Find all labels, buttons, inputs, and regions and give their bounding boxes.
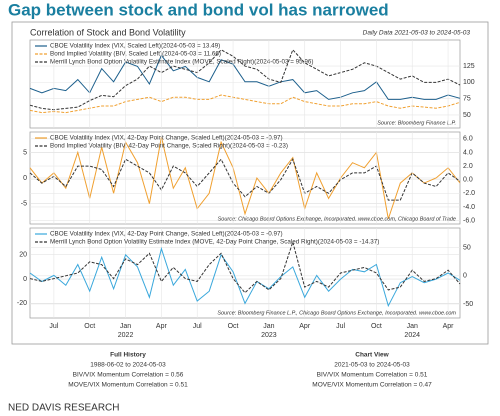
legend-label: CBOE Volatility Index (VIX, Scaled Left)… xyxy=(50,43,220,50)
panel-frame xyxy=(29,39,461,129)
source-note: Source: Bloomberg Finance L.P. xyxy=(377,120,456,126)
brand: NED DAVIS RESEARCH xyxy=(8,403,120,414)
y2-tick-label: 50 xyxy=(463,112,471,119)
page-title: Gap between stock and bond vol has narro… xyxy=(8,0,389,19)
footer: Full History 1988-06-02 to 2024-05-03 BIV/… xyxy=(68,352,432,389)
x-tick-label: Jan xyxy=(263,323,274,330)
y2-tick-label: 2.0 xyxy=(463,163,473,170)
date-range: Daily Data 2021-05-03 to 2024-05-03 xyxy=(363,30,471,37)
footer-text: MOVE/VIX Momentum Correlation = 0.47 xyxy=(312,382,432,389)
x-tick-label: Jan xyxy=(407,323,418,330)
y2-tick-label: -2.0 xyxy=(463,190,475,197)
series-line xyxy=(29,240,461,294)
y2-tick-label: -6.0 xyxy=(463,217,475,224)
y-tick-label: 0 xyxy=(23,175,27,182)
series-line xyxy=(29,94,461,114)
y-tick-label: 0 xyxy=(23,276,27,283)
x-tick-label: Jan xyxy=(120,323,131,330)
y2-tick-label: 50 xyxy=(463,245,471,252)
x-tick-label: Jul xyxy=(336,323,345,330)
footer-text: BIV/VIX Momentum Correlation = 0.51 xyxy=(317,372,428,379)
y2-tick-label: 75 xyxy=(463,96,471,103)
chart-subtitle: Correlation of Stock and Bond Volatility xyxy=(30,27,186,37)
y2-tick-label: 6.0 xyxy=(463,136,473,143)
y-tick-label: -5 xyxy=(21,200,27,207)
series-line xyxy=(29,246,461,308)
x-tick-label: Jul xyxy=(193,323,202,330)
legend-label: Bond Implied Volatility (BIV, 42-Day Poi… xyxy=(50,143,288,150)
x-year-label: 2023 xyxy=(261,332,277,339)
x-year-label: 2022 xyxy=(118,332,134,339)
legend-label: Merrill Lynch Bond Option Volatility Est… xyxy=(50,239,379,246)
y2-tick-label: 0 xyxy=(463,273,467,280)
footer-text: 1988-06-02 to 2024-05-03 xyxy=(90,362,166,369)
footer-text: Chart View xyxy=(355,352,389,359)
legend-label: CBOE Volatility Index (VIX, 42-Day Point… xyxy=(50,135,283,142)
legend-label: Bond Implied Volatility (BIV, Scaled Lef… xyxy=(50,51,221,58)
series-line xyxy=(29,48,461,111)
y-tick-label: 5 xyxy=(23,149,27,156)
footer-text: 2021-05-03 to 2024-05-03 xyxy=(334,362,410,369)
x-tick-label: Apr xyxy=(156,323,168,330)
x-tick-label: Oct xyxy=(371,323,382,330)
footer-text: MOVE/VIX Momentum Correlation = 0.51 xyxy=(68,382,188,389)
source-note: Source: Bloomberg Finance L.P., Chicago … xyxy=(217,310,456,316)
chart-frame xyxy=(11,21,489,345)
x-tick-label: Apr xyxy=(443,323,455,330)
y-tick-label: 20 xyxy=(19,252,27,259)
legend-label: Merrill Lynch Bond Option Volatility Est… xyxy=(50,59,314,66)
footer-text: Full History xyxy=(110,352,146,359)
footer-text: BIV/VIX Momentum Correlation = 0.56 xyxy=(73,372,184,379)
y2-tick-label: -4.0 xyxy=(463,204,475,211)
y2-tick-label: -50 xyxy=(463,301,473,308)
x-year-label: 2024 xyxy=(404,332,420,339)
x-tick-label: Apr xyxy=(299,323,311,330)
x-tick-label: Oct xyxy=(228,323,239,330)
x-tick-label: Jul xyxy=(49,323,58,330)
series-line xyxy=(29,54,461,100)
x-tick-label: Oct xyxy=(84,323,95,330)
source-note: Source: Chicago Board Options Exchange, … xyxy=(218,216,456,222)
series-line xyxy=(29,158,461,201)
y2-tick-label: 4.0 xyxy=(463,149,473,156)
y-tick-label: -20 xyxy=(17,300,27,307)
y2-tick-label: 125 xyxy=(463,63,475,70)
legend-label: CBOE Volatility Index (VIX, 42-Day Point… xyxy=(50,231,283,238)
series-line xyxy=(29,136,461,220)
y2-tick-label: 100 xyxy=(463,79,475,86)
y2-tick-label: 0.0 xyxy=(463,177,473,184)
